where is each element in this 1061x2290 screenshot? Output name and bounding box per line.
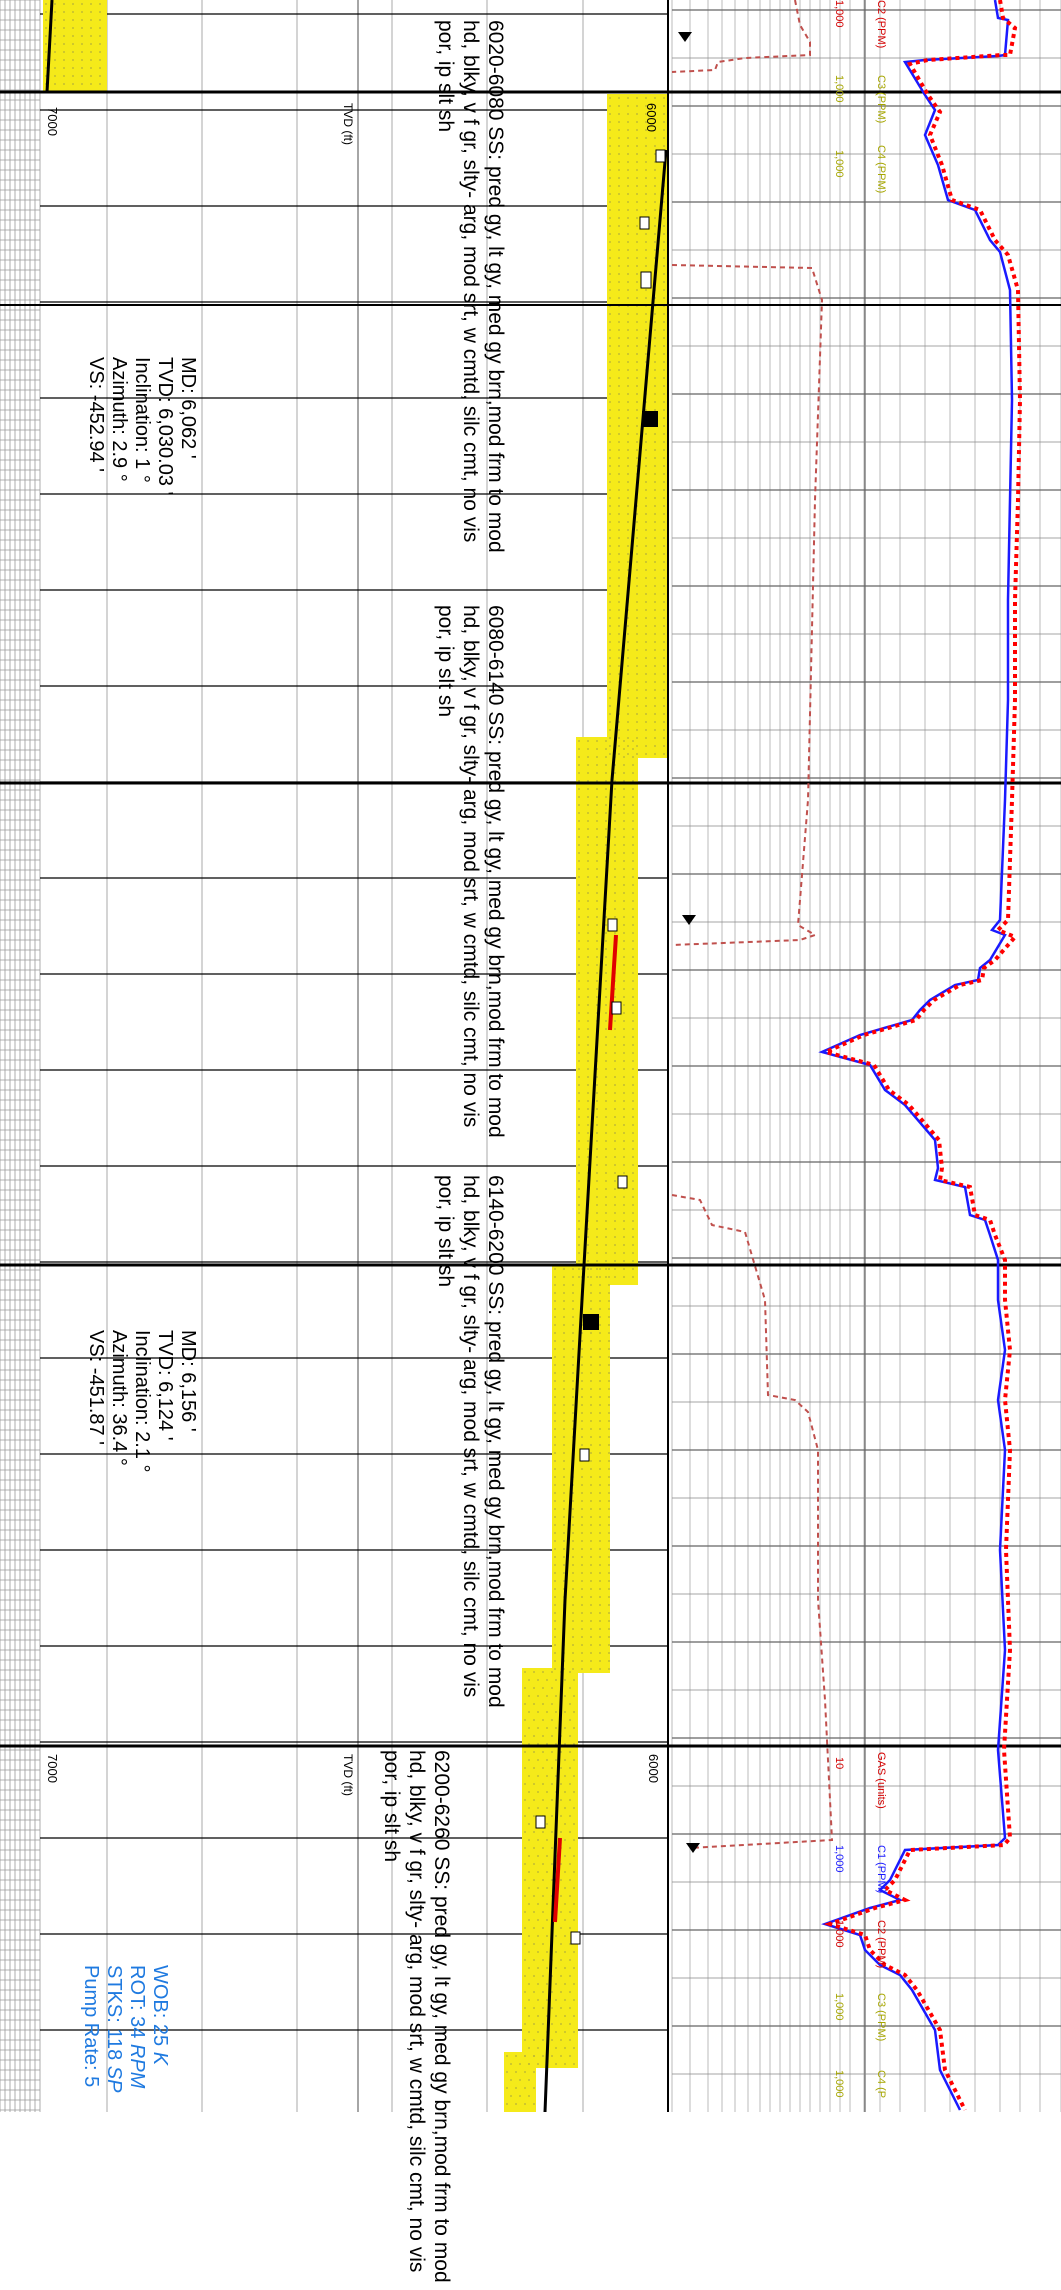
gas-scale-top-1: 1,000 (833, 0, 845, 28)
c1-ppm-curve (818, 0, 1014, 2111)
survey-block: MD: 6,156 ' TVD: 6,124 ' Inclination: 2.… (84, 1330, 199, 1473)
pump-rate-value: Pump Rate: 5 (80, 1965, 102, 2088)
lithology-description: 6080-6140 SS: pred gy, lt gy, med gy brn… (433, 605, 508, 1145)
interval-label: 6080-6140 (484, 605, 507, 706)
lithology-fill-5 (504, 2052, 536, 2112)
sample-marker (535, 1815, 546, 1829)
sample-marker (611, 1001, 622, 1015)
gas-label-c3-top: C3 (PPM) (875, 75, 887, 124)
survey-md: MD: 6,156 ' (177, 1330, 199, 1432)
c2-ppm-curve (671, 1194, 834, 1849)
gas-label-c2: C2 (PPM) (875, 1920, 887, 1969)
well-path-highlight-1 (608, 934, 618, 1031)
wob-value: WOB: 25 K (149, 1965, 171, 2066)
well-path (45, 0, 668, 2112)
rot-value: ROT: 34 RPM (126, 1965, 148, 2089)
triangle-marker-icon (678, 32, 692, 42)
c2-ppm-curve (671, 0, 811, 73)
gas-scale-top-3: 1,000 (833, 150, 845, 178)
sample-marker (579, 1448, 590, 1462)
tvd-axis-label-top: TVD (ft) (341, 103, 355, 145)
sample-marker (655, 149, 666, 163)
survey-inclination: Inclination: 1 ° (131, 357, 153, 483)
triangle-marker-icon (686, 1843, 700, 1853)
survey-tvd: TVD: 6,124 ' (154, 1330, 176, 1441)
sample-marker (639, 216, 650, 230)
survey-md: MD: 6,062 ' (177, 357, 199, 459)
tvd-axis-label-bottom: TVD (ft) (341, 1754, 355, 1796)
gas-label-c4: C4 (P (875, 2070, 887, 2099)
gas-scale-c2: 1,000 (833, 1920, 845, 1948)
depth-tick-6000-bottom: 6000 (646, 1754, 661, 1783)
gas-label-c4-top: C4 (PPM) (875, 145, 887, 194)
fine-grid-track (0, 0, 41, 2112)
lithology-fill-2 (576, 737, 638, 1285)
sample-marker (570, 1931, 581, 1945)
survey-vs: VS: -451.87 ' (85, 1330, 107, 1445)
survey-inclination: Inclination: 2.1 ° (131, 1330, 153, 1473)
mud-log-canvas (0, 0, 1061, 2112)
depth-tick-7000-top: 7000 (45, 107, 60, 136)
lithology-description: 6140-6200 SS: pred gy, lt gy, med gy brn… (433, 1175, 508, 1715)
lithology-description: 6020-6080 SS: pred gy, lt gy, med gy brn… (433, 20, 508, 560)
interval-label: 6200-6260 (430, 1750, 453, 1851)
stks-value: STKS: 118 SP (103, 1965, 125, 2093)
gas-scale-top-2: 1,000 (833, 75, 845, 103)
gas-scale-c1: 1,000 (833, 1845, 845, 1873)
sample-marker (607, 918, 618, 932)
survey-tvd: TVD: 6,030.03 ' (154, 357, 176, 496)
gas-scale-c4: 1,000 (833, 2070, 845, 2098)
gas-label-c3: C3 (PPM) (875, 1993, 887, 2042)
gas-total-curve (820, 0, 1023, 2111)
gas-label-c2-top: C2 (PPM) (875, 0, 887, 49)
survey-azimuth: Azimuth: 36.4 ° (108, 1330, 130, 1466)
gas-scale-c3: 1,000 (833, 1993, 845, 2021)
c2-ppm-curve (671, 264, 824, 946)
depth-tick-7000-bottom: 7000 (45, 1754, 60, 1783)
triangle-marker-icon (682, 915, 696, 925)
sample-marker (640, 271, 652, 289)
lithology-description: 6200-6260 SS: pred gy, lt gy, med gy brn… (379, 1750, 454, 2290)
survey-square-marker-icon (583, 1314, 599, 1330)
interval-label: 6140-6200 (484, 1175, 507, 1276)
sample-marker (617, 1175, 628, 1189)
survey-azimuth: Azimuth: 2.9 ° (108, 357, 130, 482)
gas-label-c1: C1 (PPM) (875, 1845, 887, 1894)
lithology-fill-top (43, 0, 107, 92)
survey-vs: VS: -452.94 ' (85, 357, 107, 472)
depth-major-lines (0, 90, 1061, 1748)
well-path-highlight-2 (553, 1837, 562, 1923)
survey-block: MD: 6,062 ' TVD: 6,030.03 ' Inclination:… (84, 357, 199, 495)
depth-tick-6000-top: 6000 (644, 103, 659, 132)
gas-curves (671, 0, 1023, 2111)
drilling-params: WOB: 25 K ROT: 34 RPM STKS: 118 SP Pump … (79, 1965, 171, 2092)
gas-label-total: GAS (units) (875, 1752, 887, 1809)
lithology-column (43, 0, 667, 2112)
gas-scale-total: 10 (833, 1757, 845, 1770)
interval-label: 6020-6080 (484, 20, 507, 121)
lithology-pattern (45, 3, 665, 2105)
survey-square-marker-icon (642, 411, 658, 427)
